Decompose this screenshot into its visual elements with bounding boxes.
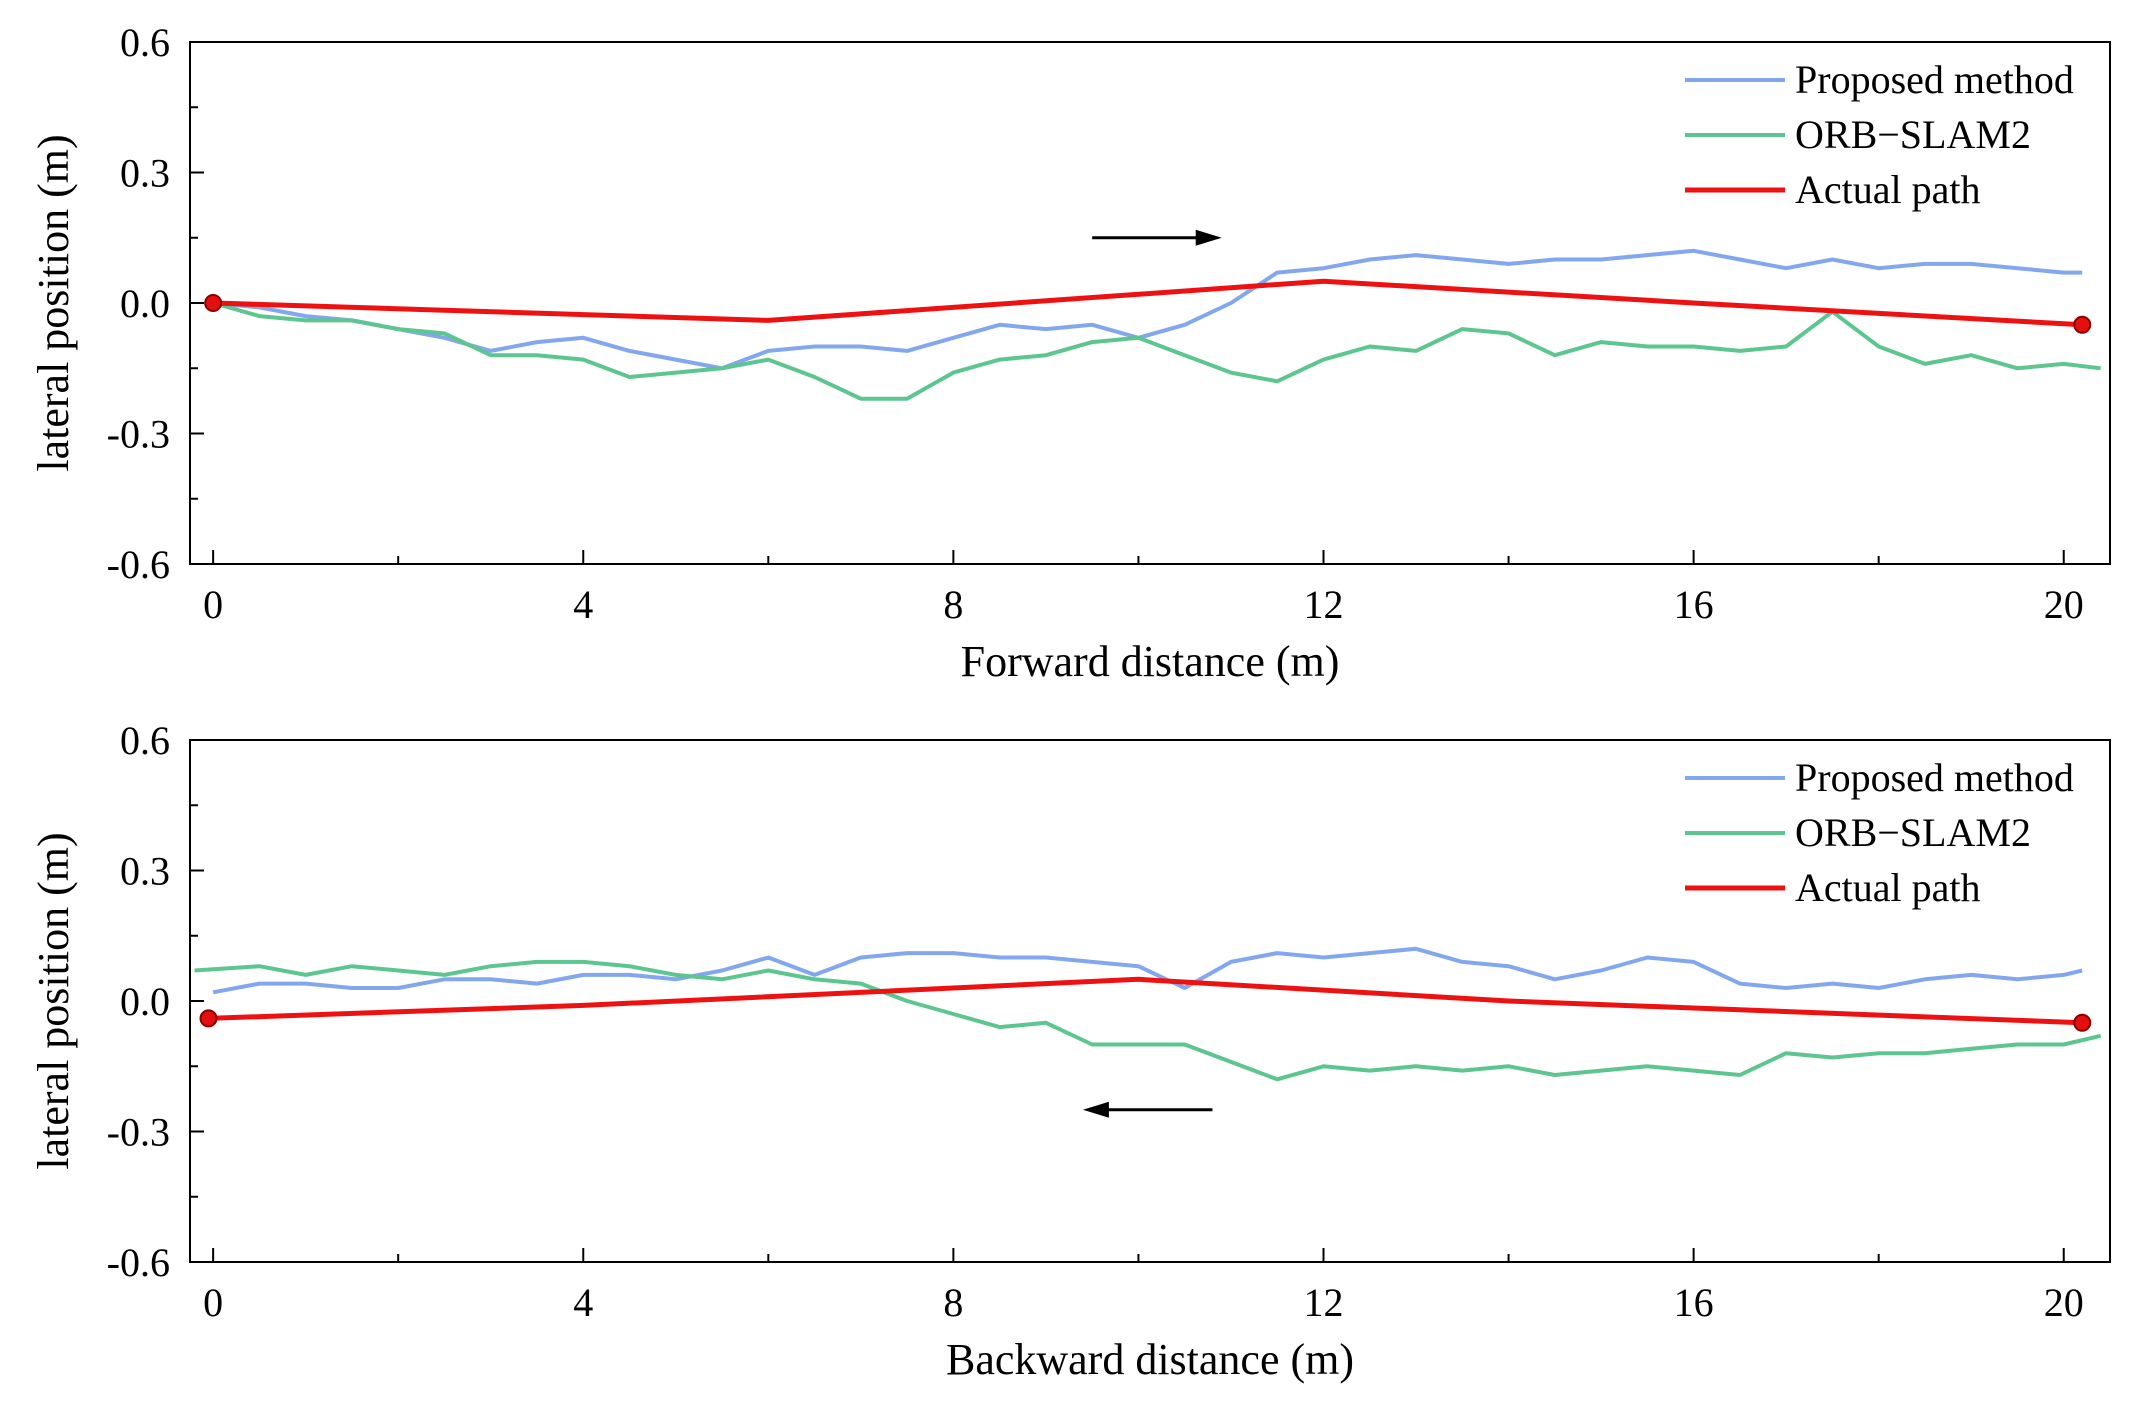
direction-arrow-head	[1082, 1101, 1109, 1118]
legend-label: Actual path	[1795, 167, 1981, 212]
legend-label: Proposed method	[1795, 57, 2074, 102]
y-tick-label: 0.3	[120, 849, 170, 894]
y-tick-label: 0.3	[120, 151, 170, 196]
x-tick-label: 20	[2044, 582, 2084, 627]
chart-panel-forward: 0 4 8 12 16 20 -0.6 -0.3 0.0 0.3 0.6 Forward distan…	[29, 20, 2111, 686]
series-line-orb-slam2	[194, 959, 2102, 1082]
legend-label: ORB−SLAM2	[1795, 810, 2031, 855]
y-axis-title: lateral position (m)	[29, 832, 78, 1169]
legend: Proposed method ORB−SLAM2 Actual path	[1685, 755, 2074, 910]
x-tick-label: 16	[1674, 582, 1714, 627]
x-tick-label: 0	[203, 1280, 223, 1325]
y-axis-title: lateral position (m)	[29, 134, 78, 471]
x-tick-label: 0	[203, 582, 223, 627]
series-line-actual-path	[208, 976, 2083, 1026]
x-tick-label: 16	[1674, 1280, 1714, 1325]
x-axis-title: Backward distance (m)	[946, 1335, 1354, 1384]
x-tick-label: 8	[943, 582, 963, 627]
x-tick-label: 8	[943, 1280, 963, 1325]
series-line-proposed-method	[212, 946, 2083, 995]
series-line-proposed-method	[212, 248, 2083, 371]
y-tick-label: -0.3	[107, 1110, 170, 1155]
path-end-marker	[2073, 315, 2092, 334]
chart-panel-backward: 0 4 8 12 16 20 -0.6 -0.3 0.0 0.3 0.6 Backward dista…	[29, 718, 2111, 1384]
x-tick-label: 4	[573, 582, 593, 627]
series-line-actual-path	[213, 278, 2083, 328]
y-tick-label: 0.0	[120, 979, 170, 1024]
y-tick-label: 0.6	[120, 718, 170, 763]
legend-label: Actual path	[1795, 865, 1981, 910]
y-tick-label: 0.0	[120, 281, 170, 326]
x-tick-label: 12	[1303, 1280, 1343, 1325]
path-start-marker	[204, 294, 223, 312]
path-end-marker	[2073, 1013, 2092, 1032]
series-line-orb-slam2	[212, 301, 2101, 401]
x-axis-title: Forward distance (m)	[961, 637, 1340, 686]
legend: Proposed method ORB−SLAM2 Actual path	[1685, 57, 2074, 212]
y-tick-label: -0.3	[107, 412, 170, 457]
y-tick-label: -0.6	[107, 542, 170, 587]
y-tick-label: 0.6	[120, 20, 170, 65]
y-tick-label: -0.6	[107, 1240, 170, 1285]
x-tick-label: 12	[1303, 582, 1343, 627]
legend-label: Proposed method	[1795, 755, 2074, 800]
direction-arrow-head	[1195, 229, 1222, 246]
path-start-marker	[199, 1009, 218, 1028]
legend-label: ORB−SLAM2	[1795, 112, 2031, 157]
x-tick-label: 20	[2044, 1280, 2084, 1325]
x-tick-label: 4	[573, 1280, 593, 1325]
